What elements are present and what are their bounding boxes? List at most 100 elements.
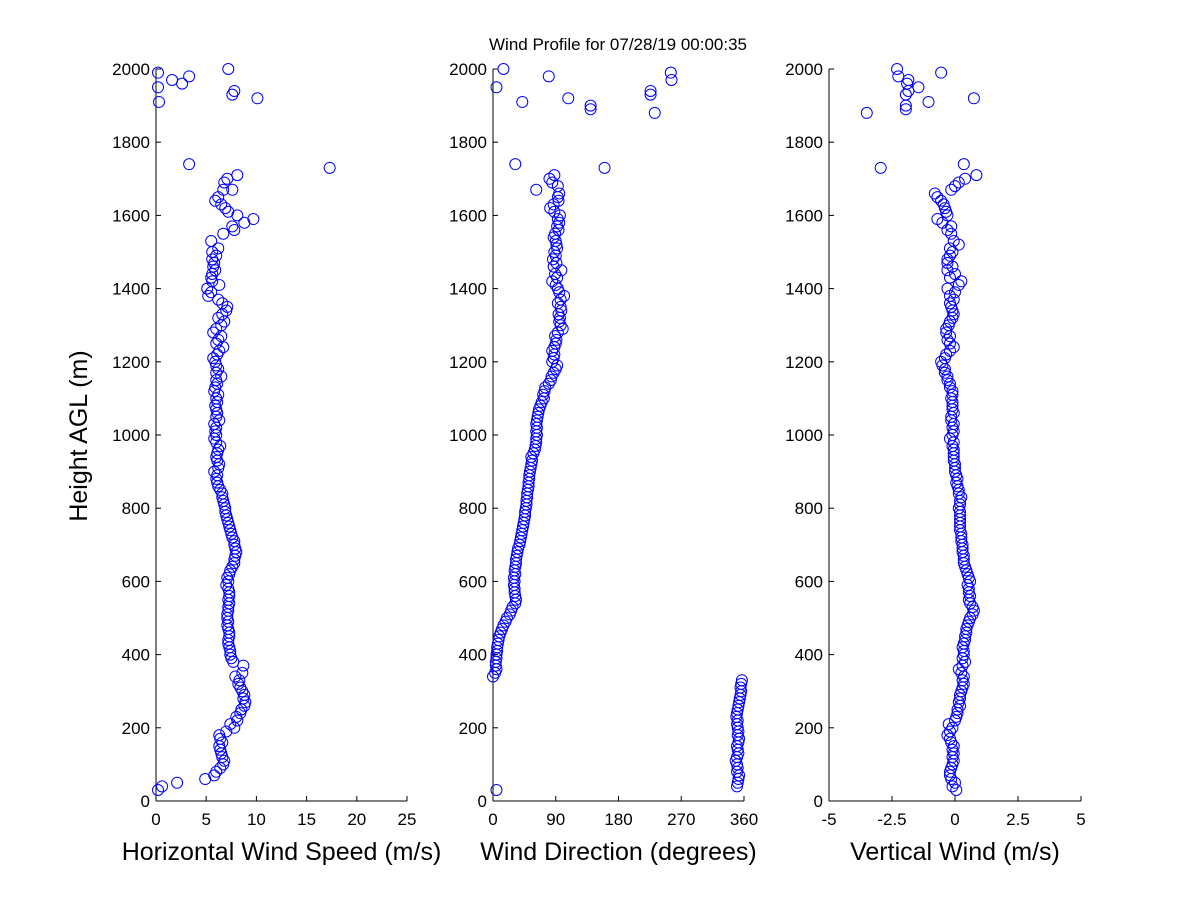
data-point xyxy=(218,498,231,511)
data-point xyxy=(551,359,564,372)
data-point xyxy=(952,487,965,500)
y-tick-label: 1200 xyxy=(785,353,823,372)
y-tick-label: 1600 xyxy=(112,206,150,225)
data-point xyxy=(584,99,597,112)
data-point xyxy=(548,169,561,182)
data-point xyxy=(935,66,948,79)
data-point xyxy=(551,242,564,255)
data-point xyxy=(970,169,983,182)
data-point xyxy=(943,337,956,350)
data-point xyxy=(492,633,505,646)
data-point xyxy=(215,747,228,760)
data-point xyxy=(530,183,543,196)
data-point xyxy=(949,180,961,193)
data-point xyxy=(943,344,956,357)
data-point xyxy=(960,626,973,639)
data-point xyxy=(942,718,955,731)
panel-speed: 0 200 400 600 800 1000 1200 1400 1600 1800 2000 0 5 1… xyxy=(112,60,441,866)
data-point xyxy=(166,73,179,86)
y-tick-label: 1000 xyxy=(785,426,823,445)
data-point xyxy=(892,70,905,83)
y-tick-label: 600 xyxy=(122,572,150,591)
x-tick-label: 2.5 xyxy=(1006,810,1030,829)
x-axis-label: Horizontal Wind Speed (m/s) xyxy=(122,838,442,866)
y-tick-label: 0 xyxy=(814,792,823,811)
data-point xyxy=(943,249,956,262)
data-point xyxy=(212,311,225,324)
data-point xyxy=(221,172,234,185)
data-point xyxy=(946,721,959,734)
data-point xyxy=(217,183,230,196)
data-point xyxy=(554,300,567,313)
y-tick-label: 2000 xyxy=(112,60,150,79)
x-tick-label: 15 xyxy=(297,810,316,829)
data-point xyxy=(237,659,250,672)
y-tick-label: 1000 xyxy=(449,426,487,445)
data-point xyxy=(943,242,956,255)
data-point xyxy=(212,333,225,346)
data-point xyxy=(950,784,963,797)
y-tick-label: 1600 xyxy=(785,206,823,225)
data-point xyxy=(210,359,223,372)
y-tick-label: 400 xyxy=(459,646,487,665)
data-point xyxy=(735,674,748,687)
data-point xyxy=(961,579,974,592)
data-point xyxy=(509,158,522,171)
data-point xyxy=(490,784,503,797)
y-tick-label: 800 xyxy=(795,499,823,518)
x-axis-label: Wind Direction (degrees) xyxy=(480,838,757,866)
data-point xyxy=(207,352,220,365)
data-point xyxy=(152,66,165,79)
data-point xyxy=(152,784,165,797)
data-point xyxy=(860,106,873,119)
data-point xyxy=(912,81,925,94)
data-point xyxy=(210,450,223,463)
data-point xyxy=(946,780,959,793)
data-point xyxy=(551,297,564,310)
x-tick-label: 5 xyxy=(201,810,210,829)
data-point xyxy=(226,220,239,233)
data-point xyxy=(947,740,960,753)
data-point xyxy=(214,732,227,745)
data-point xyxy=(946,385,959,398)
y-tick-label: 400 xyxy=(795,646,823,665)
y-tick-label: 1200 xyxy=(112,353,150,372)
data-series xyxy=(487,63,748,797)
x-tick-label: 20 xyxy=(347,810,366,829)
y-tick-label: 600 xyxy=(459,572,487,591)
data-point xyxy=(251,92,264,105)
data-point xyxy=(222,205,235,218)
data-point xyxy=(554,293,567,306)
data-point xyxy=(226,531,239,544)
data-point xyxy=(216,297,229,310)
y-tick-label: 1800 xyxy=(785,133,823,152)
y-axis-label: Height AGL (m) xyxy=(65,350,93,521)
data-point xyxy=(218,176,231,189)
data-point xyxy=(497,63,510,75)
data-point xyxy=(223,590,236,603)
data-point xyxy=(500,612,513,624)
data-point xyxy=(967,92,980,105)
data-point xyxy=(222,516,235,529)
data-point xyxy=(538,385,551,398)
x-axis-label: Vertical Wind (m/s) xyxy=(850,838,1060,866)
x-tick-label: 270 xyxy=(667,810,695,829)
y-tick-label: 0 xyxy=(141,792,150,811)
x-tick-label: 90 xyxy=(546,810,565,829)
data-point xyxy=(531,410,544,423)
data-point xyxy=(941,370,954,383)
data-point xyxy=(217,227,230,240)
y-tick-label: 0 xyxy=(478,792,487,811)
data-point xyxy=(213,278,226,291)
data-point xyxy=(943,725,956,738)
data-point xyxy=(931,191,944,204)
y-tick-label: 1000 xyxy=(112,426,150,445)
data-point xyxy=(228,538,241,551)
data-point xyxy=(218,315,231,328)
data-point xyxy=(210,472,223,485)
data-point xyxy=(176,77,189,90)
data-point xyxy=(222,63,235,75)
data-point xyxy=(943,315,956,328)
data-point xyxy=(941,282,954,295)
data-point xyxy=(210,765,223,778)
